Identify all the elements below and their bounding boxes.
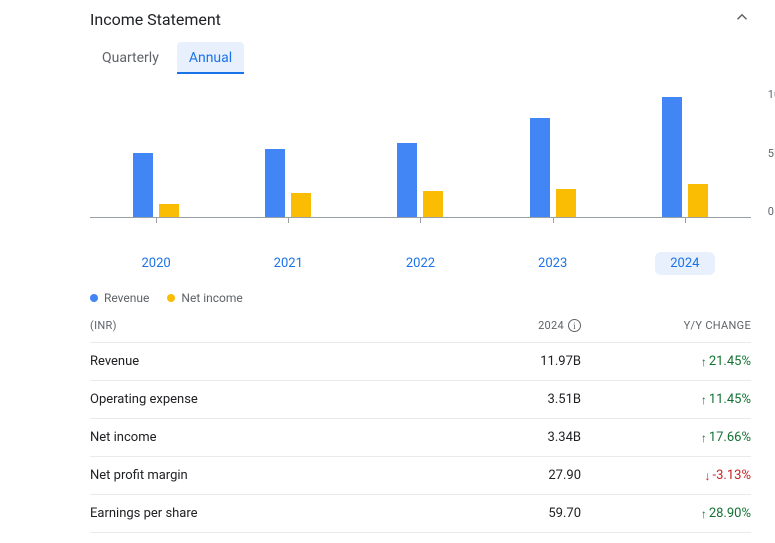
collapse-icon[interactable] — [733, 8, 751, 30]
metric-label: Net profit margin — [90, 468, 441, 483]
arrow-up-icon: ↑ — [701, 355, 707, 369]
section-title: Income Statement — [90, 10, 221, 29]
currency-label: (INR) — [90, 319, 441, 332]
table-row: Earnings per share59.70↑28.90% — [90, 495, 751, 533]
metric-label: Revenue — [90, 354, 441, 369]
metric-change: ↑21.45% — [581, 354, 751, 369]
metric-label: Net income — [90, 430, 441, 445]
section-header: Income Statement — [90, 8, 751, 30]
bar-group[interactable] — [523, 118, 583, 217]
legend-dot-icon — [90, 294, 98, 302]
bar-group[interactable] — [655, 97, 715, 217]
table-row: Revenue11.97B↑21.45% — [90, 343, 751, 381]
metric-value: 59.70 — [441, 506, 581, 521]
bar-revenue[interactable] — [662, 97, 682, 217]
x-axis-year[interactable]: 2022 — [390, 252, 450, 275]
bar-revenue[interactable] — [133, 153, 153, 217]
bar-netincome[interactable] — [159, 204, 179, 217]
y-tick: 5B — [768, 147, 775, 160]
arrow-up-icon: ↑ — [701, 393, 707, 407]
legend-label: Net income — [181, 291, 242, 305]
info-icon[interactable]: i — [568, 319, 581, 332]
metric-label: Earnings per share — [90, 506, 441, 521]
table-row: Net income3.34B↑17.66% — [90, 419, 751, 457]
change-column-header: Y/Y CHANGE — [581, 319, 751, 332]
table-header: (INR) 2024 i Y/Y CHANGE — [90, 319, 751, 343]
y-tick: 0 — [768, 205, 775, 218]
metric-change: ↑11.45% — [581, 392, 751, 407]
tab-annual[interactable]: Annual — [177, 42, 244, 74]
bar-chart: 10B 5B 0 — [90, 88, 751, 238]
table-row: Net profit margin27.90↓ -3.13% — [90, 457, 751, 495]
metric-value: 3.34B — [441, 430, 581, 445]
metric-change: ↓ -3.13% — [581, 468, 751, 483]
legend-dot-icon — [167, 294, 175, 302]
y-tick: 10B — [768, 88, 775, 101]
y-axis: 10B 5B 0 — [768, 88, 775, 218]
income-statement-card: Income Statement Quarterly Annual 10B 5B… — [0, 0, 775, 543]
x-axis-year[interactable]: 2024 — [655, 252, 715, 275]
metric-change: ↑17.66% — [581, 430, 751, 445]
chart-legend: Revenue Net income — [90, 291, 751, 305]
metric-value: 27.90 — [441, 468, 581, 483]
table-row: EBITDA3.18B↑21.34% — [90, 533, 751, 543]
table-row: Operating expense3.51B↑11.45% — [90, 381, 751, 419]
bar-revenue[interactable] — [530, 118, 550, 217]
x-axis-labels: 2020 2021 2022 2023 2024 — [90, 252, 751, 275]
table-body: Revenue11.97B↑21.45%Operating expense3.5… — [90, 343, 751, 543]
x-axis-year[interactable]: 2023 — [523, 252, 583, 275]
legend-item-revenue: Revenue — [90, 291, 149, 305]
x-axis-year[interactable]: 2020 — [126, 252, 186, 275]
bar-revenue[interactable] — [265, 149, 285, 217]
legend-label: Revenue — [104, 291, 149, 305]
bar-group[interactable] — [258, 149, 318, 217]
bar-netincome[interactable] — [688, 184, 708, 217]
metric-value: 11.97B — [441, 354, 581, 369]
x-axis-year[interactable]: 2021 — [258, 252, 318, 275]
bar-revenue[interactable] — [397, 143, 417, 217]
tab-quarterly[interactable]: Quarterly — [90, 42, 171, 74]
value-column-header: 2024 i — [441, 319, 581, 332]
bar-group[interactable] — [126, 153, 186, 217]
period-tabs: Quarterly Annual — [90, 42, 751, 74]
bar-group[interactable] — [390, 143, 450, 217]
arrow-up-icon: ↑ — [701, 431, 707, 445]
metric-change: ↑28.90% — [581, 506, 751, 521]
metric-value: 3.51B — [441, 392, 581, 407]
bar-netincome[interactable] — [291, 193, 311, 217]
arrow-down-icon: ↓ — [705, 469, 711, 483]
card-inner: Income Statement Quarterly Annual 10B 5B… — [0, 8, 775, 543]
bar-netincome[interactable] — [423, 191, 443, 217]
legend-item-netincome: Net income — [167, 291, 242, 305]
bar-netincome[interactable] — [556, 189, 576, 217]
chart-plot — [90, 88, 751, 218]
metric-label: Operating expense — [90, 392, 441, 407]
arrow-up-icon: ↑ — [701, 507, 707, 521]
